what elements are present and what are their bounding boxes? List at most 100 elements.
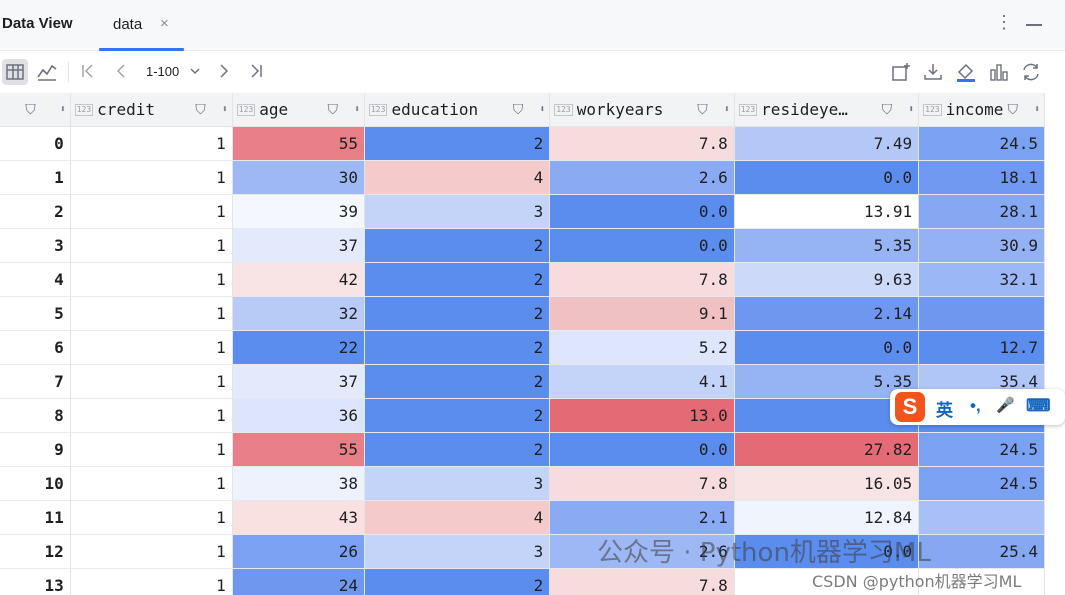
ime-language[interactable]: 英 bbox=[936, 401, 953, 420]
cell-workyears[interactable]: 0.0 bbox=[549, 432, 735, 467]
cell-income[interactable] bbox=[918, 296, 1045, 331]
minimize-icon[interactable] bbox=[1026, 24, 1042, 26]
cell-resideyears[interactable]: 0.0 bbox=[734, 160, 920, 195]
cell-index[interactable]: 1 bbox=[0, 160, 71, 195]
sort-icon[interactable]: ⬍ bbox=[221, 104, 228, 115]
cell-index[interactable]: 2 bbox=[0, 194, 71, 229]
ime-punctuation[interactable]: •, bbox=[970, 396, 981, 415]
cell-education[interactable]: 2 bbox=[364, 126, 551, 161]
filter-icon[interactable]: ⛉ bbox=[512, 101, 524, 118]
next-page-icon[interactable] bbox=[215, 62, 233, 85]
table-row[interactable]: 8 1 36 2 13.0 bbox=[0, 398, 1045, 433]
filter-icon[interactable]: ⛉ bbox=[25, 101, 36, 118]
cell-resideyears[interactable]: 12.84 bbox=[734, 500, 920, 535]
cell-age[interactable]: 42 bbox=[232, 262, 365, 297]
column-header-age[interactable]: 123 age ⛉ ⬍ bbox=[232, 93, 365, 127]
cell-workyears[interactable]: 7.8 bbox=[549, 262, 735, 297]
sort-icon[interactable]: ⬍ bbox=[59, 104, 66, 115]
cell-education[interactable]: 3 bbox=[364, 534, 551, 569]
sort-icon[interactable]: ⬍ bbox=[539, 104, 546, 115]
cell-workyears[interactable]: 7.8 bbox=[549, 466, 735, 501]
cell-resideyears[interactable]: 13.91 bbox=[734, 194, 920, 229]
cell-age[interactable]: 38 bbox=[232, 466, 365, 501]
cell-resideyears[interactable]: 2.14 bbox=[734, 296, 920, 331]
cell-workyears[interactable]: 2.6 bbox=[549, 160, 735, 195]
color-fill-icon[interactable] bbox=[954, 61, 978, 88]
cell-index[interactable]: 3 bbox=[0, 228, 71, 263]
cell-credit[interactable]: 1 bbox=[70, 534, 233, 569]
table-row[interactable]: 5 1 32 2 9.1 2.14 bbox=[0, 296, 1045, 331]
cell-resideyears[interactable]: 7.49 bbox=[734, 126, 920, 161]
cell-income[interactable]: 24.5 bbox=[918, 466, 1045, 501]
cell-credit[interactable]: 1 bbox=[70, 126, 233, 161]
cell-credit[interactable]: 1 bbox=[70, 262, 233, 297]
column-header-workyears[interactable]: 123 workyears ⛉ ⬍ bbox=[549, 93, 735, 127]
cell-education[interactable]: 3 bbox=[364, 194, 551, 229]
cell-age[interactable]: 43 bbox=[232, 500, 365, 535]
cell-credit[interactable]: 1 bbox=[70, 228, 233, 263]
last-page-icon[interactable] bbox=[247, 62, 265, 85]
cell-resideyears[interactable]: 5.35 bbox=[734, 228, 920, 263]
table-row[interactable]: 12 1 26 3 2.6 0.0 25.4 bbox=[0, 534, 1045, 569]
cell-index[interactable]: 5 bbox=[0, 296, 71, 331]
table-row[interactable]: 6 1 22 2 5.2 0.0 12.7 bbox=[0, 330, 1045, 365]
cell-education[interactable]: 2 bbox=[364, 228, 551, 263]
cell-credit[interactable]: 1 bbox=[70, 160, 233, 195]
page-range-selector[interactable]: 1-100 bbox=[146, 64, 180, 79]
cell-resideyears[interactable]: 9.63 bbox=[734, 262, 920, 297]
cell-age[interactable]: 22 bbox=[232, 330, 365, 365]
cell-income[interactable]: 25.4 bbox=[918, 534, 1045, 569]
cell-resideyears[interactable] bbox=[734, 568, 920, 595]
cell-index[interactable]: 6 bbox=[0, 330, 71, 365]
filter-icon[interactable]: ⛉ bbox=[327, 101, 338, 118]
cell-education[interactable]: 2 bbox=[364, 398, 551, 433]
cell-credit[interactable]: 1 bbox=[70, 364, 233, 399]
cell-age[interactable]: 37 bbox=[232, 228, 365, 263]
column-header-credit[interactable]: 123 credit ⛉ ⬍ bbox=[70, 93, 233, 127]
cell-workyears[interactable]: 9.1 bbox=[549, 296, 735, 331]
table-row[interactable]: 1 1 30 4 2.6 0.0 18.1 bbox=[0, 160, 1045, 195]
cell-workyears[interactable]: 2.1 bbox=[549, 500, 735, 535]
cell-workyears[interactable]: 5.2 bbox=[549, 330, 735, 365]
cell-age[interactable]: 36 bbox=[232, 398, 365, 433]
cell-age[interactable]: 30 bbox=[232, 160, 365, 195]
column-header-income[interactable]: 123 income ⛉ ⬍ bbox=[918, 93, 1045, 127]
previous-page-icon[interactable] bbox=[112, 62, 130, 85]
table-row[interactable]: 11 1 43 4 2.1 12.84 bbox=[0, 500, 1045, 535]
more-options-icon[interactable]: ⋮ bbox=[995, 12, 1013, 32]
first-page-icon[interactable] bbox=[80, 62, 98, 85]
cell-workyears[interactable]: 0.0 bbox=[549, 194, 735, 229]
table-row[interactable]: 7 1 37 2 4.1 5.35 35.4 bbox=[0, 364, 1045, 399]
table-row[interactable]: 3 1 37 2 0.0 5.35 30.9 bbox=[0, 228, 1045, 263]
cell-education[interactable]: 2 bbox=[364, 568, 551, 595]
sort-icon[interactable]: ⬍ bbox=[908, 104, 915, 115]
cell-credit[interactable]: 1 bbox=[70, 432, 233, 467]
microphone-icon[interactable]: 🎤 bbox=[996, 397, 1015, 414]
cell-workyears[interactable]: 7.8 bbox=[549, 568, 735, 595]
cell-index[interactable]: 10 bbox=[0, 466, 71, 501]
cell-age[interactable]: 24 bbox=[232, 568, 365, 595]
cell-credit[interactable]: 1 bbox=[70, 466, 233, 501]
keyboard-icon[interactable]: ⌨ bbox=[1026, 396, 1051, 415]
cell-income[interactable]: 24.5 bbox=[918, 432, 1045, 467]
cell-workyears[interactable]: 4.1 bbox=[549, 364, 735, 399]
column-header-education[interactable]: 123 education ⛉ ⬍ bbox=[364, 93, 551, 127]
cell-credit[interactable]: 1 bbox=[70, 398, 233, 433]
filter-icon[interactable]: ⛉ bbox=[697, 101, 708, 118]
table-row[interactable]: 4 1 42 2 7.8 9.63 32.1 bbox=[0, 262, 1045, 297]
refresh-icon[interactable] bbox=[1020, 61, 1042, 88]
filter-icon[interactable]: ⛉ bbox=[881, 101, 893, 118]
cell-index[interactable]: 12 bbox=[0, 534, 71, 569]
cell-index[interactable]: 13 bbox=[0, 568, 71, 595]
cell-education[interactable]: 4 bbox=[364, 500, 551, 535]
cell-workyears[interactable]: 13.0 bbox=[549, 398, 735, 433]
cell-income[interactable]: 30.9 bbox=[918, 228, 1045, 263]
bar-chart-icon[interactable] bbox=[988, 61, 1010, 88]
cell-education[interactable]: 3 bbox=[364, 466, 551, 501]
cell-age[interactable]: 55 bbox=[232, 432, 365, 467]
cell-resideyears[interactable]: 5.35 bbox=[734, 364, 920, 399]
ime-logo[interactable]: S bbox=[895, 392, 925, 422]
tab-data[interactable]: data × bbox=[99, 0, 184, 51]
cell-income[interactable] bbox=[918, 500, 1045, 535]
chevron-down-icon[interactable] bbox=[188, 64, 202, 83]
